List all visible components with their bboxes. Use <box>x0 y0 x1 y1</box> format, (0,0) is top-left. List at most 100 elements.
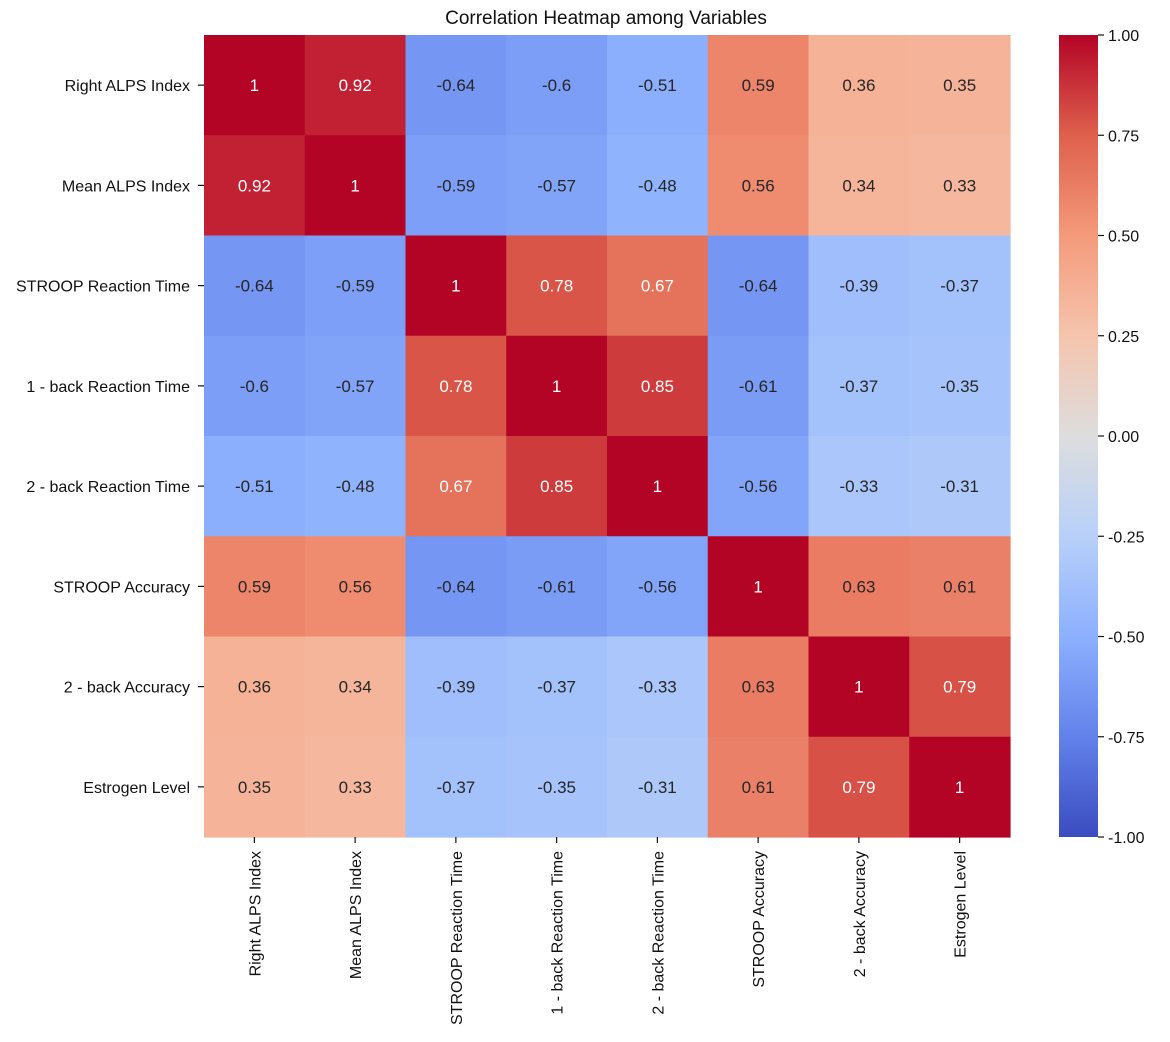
heatmap-cell <box>707 135 810 237</box>
cell-value-label: -0.31 <box>638 778 677 797</box>
heatmap-cell <box>909 436 1011 537</box>
cell-value-label: 0.33 <box>943 176 976 195</box>
cell-value-label: -0.31 <box>940 477 979 496</box>
heatmap-cell <box>808 35 910 136</box>
heatmap-cell <box>607 636 709 738</box>
heatmap-cell <box>707 235 810 337</box>
cell-value-label: 0.35 <box>238 778 271 797</box>
cell-value-label: 0.63 <box>742 678 775 697</box>
cell-value-label: -0.33 <box>638 678 677 697</box>
cell-value-label: -0.59 <box>437 176 476 195</box>
colorbar-tick-label: 0.00 <box>1108 429 1139 446</box>
cell-value-label: 0.35 <box>943 76 976 95</box>
heatmap-cell <box>506 436 608 537</box>
heatmap-cell <box>204 335 306 437</box>
cell-value-label: 0.85 <box>641 377 674 396</box>
heatmap-cell <box>909 35 1011 136</box>
row-label: Estrogen Level <box>83 780 190 797</box>
heatmap-cell <box>607 135 709 237</box>
cell-value-label: 0.67 <box>641 277 674 296</box>
heatmap-cell <box>304 135 407 237</box>
heatmap-cell <box>506 235 608 337</box>
cell-value-label: 0.61 <box>742 778 775 797</box>
heatmap-cell <box>304 35 407 136</box>
cell-value-label: -0.6 <box>240 377 269 396</box>
colorbar-tick-label: -0.25 <box>1108 529 1145 546</box>
column-label: 2 - back Accuracy <box>852 851 869 977</box>
cell-value-label: -0.61 <box>537 577 576 596</box>
cell-value-label: -0.35 <box>537 778 576 797</box>
column-label: STROOP Accuracy <box>751 851 768 988</box>
heatmap-cell <box>506 736 608 838</box>
heatmap-cell <box>607 436 709 537</box>
heatmap-cell <box>808 736 910 838</box>
cell-value-label: 1 <box>350 176 359 195</box>
colorbar: 1.00 0.75 0.50 0.25 0.00 -0.25 -0.50 -0.75 -1.00 <box>1059 28 1145 847</box>
cell-value-label: 0.79 <box>842 778 875 797</box>
cell-value-label: 0.56 <box>339 577 372 596</box>
heatmap-cell <box>808 235 910 337</box>
heatmap-cell <box>909 536 1011 638</box>
heatmap-cell <box>707 536 810 638</box>
row-label: 1 - back Reaction Time <box>26 379 190 396</box>
row-label: Mean ALPS Index <box>62 178 190 195</box>
cell-value-label: 0.78 <box>439 377 472 396</box>
cell-value-label: -0.37 <box>437 778 476 797</box>
cell-value-label: 1 <box>753 577 762 596</box>
row-label: 2 - back Accuracy <box>64 680 190 697</box>
heatmap-cell <box>304 335 407 437</box>
cell-value-label: 0.36 <box>842 76 875 95</box>
cell-value-label: -0.64 <box>437 76 476 95</box>
cell-value-label: 1 <box>451 277 460 296</box>
heatmap-cell <box>607 35 709 136</box>
cell-value-label: 0.59 <box>742 76 775 95</box>
heatmap-cell <box>506 335 608 437</box>
column-label: Estrogen Level <box>953 851 970 958</box>
row-labels: Right ALPS Index Mean ALPS Index STROOP Re… <box>16 78 204 797</box>
heatmap-cell <box>506 536 608 638</box>
cell-value-label: 0.85 <box>540 477 573 496</box>
heatmap-cells: 1 0.92 -0.64 -0.6 -0.51 0.59 0.36 0.35 0.92 1 -0.5… <box>204 35 1011 838</box>
colorbar-tick-label: 0.25 <box>1108 329 1139 346</box>
heatmap-cell <box>506 636 608 738</box>
heatmap-cell <box>808 135 910 237</box>
heatmap-cell <box>204 235 306 337</box>
heatmap-cell <box>707 736 810 838</box>
cell-value-label: 1 <box>854 678 863 697</box>
heatmap-cell <box>707 335 810 437</box>
row-label: Right ALPS Index <box>65 78 190 95</box>
heatmap-cell <box>808 536 910 638</box>
heatmap-cell <box>909 135 1011 237</box>
cell-value-label: 0.34 <box>339 678 372 697</box>
heatmap-cell <box>304 636 407 738</box>
cell-value-label: 0.33 <box>339 778 372 797</box>
heatmap-cell <box>204 35 306 136</box>
cell-value-label: -0.57 <box>537 176 576 195</box>
cell-value-label: -0.56 <box>739 477 778 496</box>
cell-value-label: 1 <box>653 477 662 496</box>
heatmap-cell <box>607 536 709 638</box>
heatmap-cell <box>204 436 306 537</box>
cell-value-label: -0.57 <box>336 377 375 396</box>
column-labels: Right ALPS Index Mean ALPS Index STROOP Re… <box>247 837 970 1025</box>
colorbar-tick-label: -0.50 <box>1108 630 1145 647</box>
cell-value-label: 1 <box>250 76 259 95</box>
row-label: 2 - back Reaction Time <box>26 479 190 496</box>
heatmap-cell <box>405 636 507 738</box>
heatmap-cell <box>607 235 709 337</box>
cell-value-label: -0.51 <box>638 76 677 95</box>
heatmap-cell <box>506 35 608 136</box>
heatmap-cell <box>405 436 507 537</box>
colorbar-tick-label: 1.00 <box>1108 28 1139 45</box>
heatmap-cell <box>607 335 709 437</box>
cell-value-label: -0.59 <box>336 277 375 296</box>
heatmap-cell <box>909 335 1011 437</box>
cell-value-label: 0.36 <box>238 678 271 697</box>
cell-value-label: -0.48 <box>336 477 375 496</box>
heatmap-cell <box>909 235 1011 337</box>
cell-value-label: -0.37 <box>840 377 879 396</box>
cell-value-label: -0.33 <box>840 477 879 496</box>
column-label: STROOP Reaction Time <box>449 851 466 1025</box>
cell-value-label: 0.92 <box>339 76 372 95</box>
